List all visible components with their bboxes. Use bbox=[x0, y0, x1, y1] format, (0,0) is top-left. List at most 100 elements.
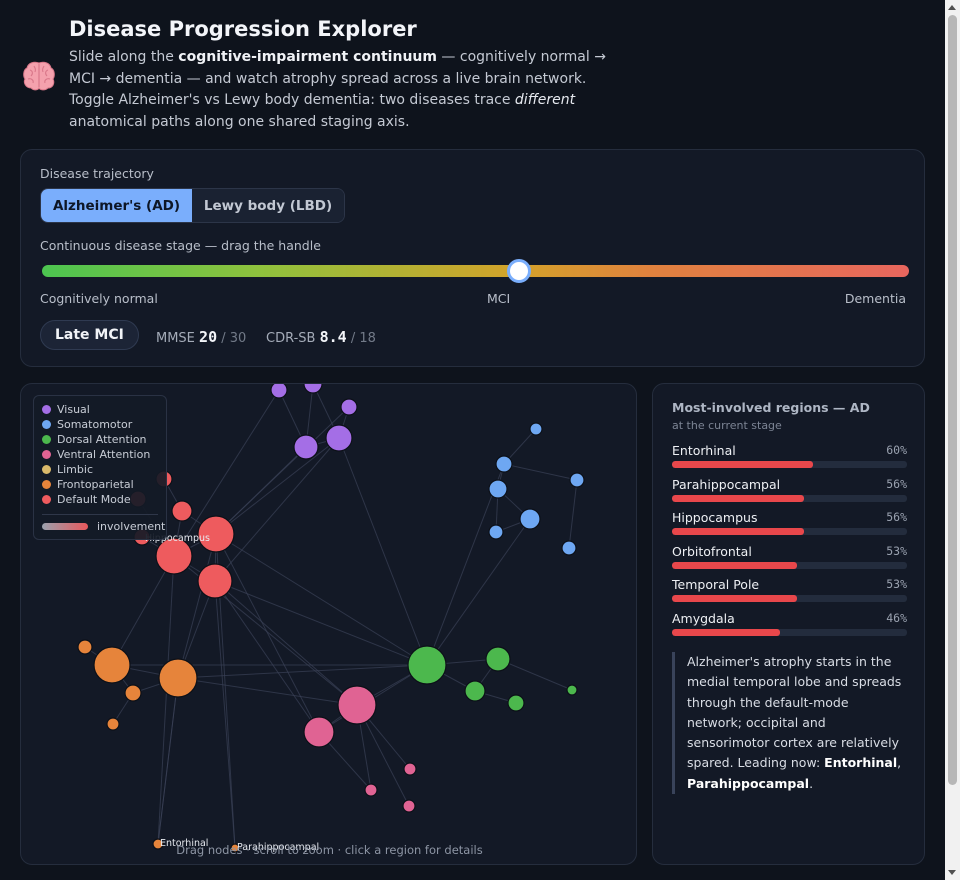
region-node[interactable] bbox=[407, 645, 447, 685]
region-node[interactable] bbox=[270, 384, 288, 399]
region-node[interactable] bbox=[171, 500, 193, 522]
region-node[interactable] bbox=[158, 658, 198, 698]
network-edge bbox=[338, 437, 428, 666]
region-node[interactable] bbox=[495, 455, 513, 473]
region-node[interactable] bbox=[340, 398, 358, 416]
regions-subtitle: at the current stage bbox=[672, 419, 782, 432]
region-name: Entorhinal bbox=[672, 443, 736, 458]
region-row[interactable]: Orbitofrontal 53% bbox=[672, 544, 907, 574]
region-node[interactable] bbox=[569, 472, 585, 488]
region-node[interactable] bbox=[155, 537, 193, 575]
cdr-max: / 18 bbox=[350, 331, 376, 346]
legend-item: Dorsal Attention bbox=[42, 432, 166, 447]
region-percent: 46% bbox=[886, 611, 907, 625]
note-separator: , bbox=[897, 755, 902, 771]
region-node[interactable] bbox=[303, 716, 335, 748]
network-edge bbox=[426, 518, 531, 666]
region-node[interactable] bbox=[485, 646, 511, 672]
region-node[interactable] bbox=[488, 524, 504, 540]
legend-item: Frontoparietal bbox=[42, 477, 166, 492]
region-node[interactable] bbox=[566, 684, 578, 696]
region-node[interactable] bbox=[337, 685, 377, 725]
region-row[interactable]: Hippocampus 56% bbox=[672, 510, 907, 540]
region-node[interactable] bbox=[303, 384, 323, 394]
region-percent: 56% bbox=[886, 476, 907, 491]
region-node[interactable] bbox=[561, 540, 577, 556]
legend-item: Somatomotor bbox=[42, 417, 166, 432]
intro-part: — cognitively normal → MCI → dementia — … bbox=[69, 49, 606, 108]
scrollbar-thumb[interactable] bbox=[948, 15, 957, 785]
network-edge bbox=[157, 677, 179, 845]
region-name: Temporal Pole bbox=[672, 577, 760, 593]
disease-note: Alzheimer's atrophy starts in the medial… bbox=[672, 652, 907, 795]
alzheimers-button[interactable]: Alzheimer's (AD) bbox=[41, 189, 192, 222]
region-row[interactable]: Amygdala 46% bbox=[672, 611, 907, 641]
region-bar-fill bbox=[672, 494, 804, 502]
legend-swatch bbox=[42, 450, 51, 459]
region-name: Parahippocampal bbox=[672, 476, 781, 492]
note-text: Alzheimer's atrophy starts in the medial… bbox=[687, 654, 902, 771]
region-node[interactable] bbox=[152, 838, 164, 850]
scroll-up-arrow-icon[interactable] bbox=[948, 5, 956, 10]
region-bar-fill bbox=[672, 461, 813, 468]
legend-swatch bbox=[42, 495, 51, 504]
region-row[interactable]: Temporal Pole 53% bbox=[672, 577, 907, 607]
region-name: Orbitofrontal bbox=[672, 543, 752, 559]
region-node[interactable] bbox=[325, 424, 353, 452]
legend-item: Ventral Attention bbox=[42, 447, 166, 462]
legend-involvement: involvement bbox=[42, 519, 166, 533]
region-bar-fill bbox=[672, 629, 781, 636]
stage-slider-track[interactable] bbox=[42, 265, 909, 277]
region-node[interactable] bbox=[197, 515, 235, 553]
legend-label: Default Mode bbox=[57, 493, 131, 506]
region-node[interactable] bbox=[124, 684, 142, 702]
page-scrollbar[interactable] bbox=[945, 0, 960, 880]
scroll-down-arrow-icon[interactable] bbox=[948, 870, 956, 875]
mmse-value: 20 bbox=[199, 328, 218, 346]
brain-icon bbox=[23, 61, 55, 91]
region-bar bbox=[672, 494, 907, 502]
region-row[interactable]: Parahippocampal 56% bbox=[672, 477, 907, 507]
region-node[interactable] bbox=[488, 479, 508, 499]
legend-swatch bbox=[42, 435, 51, 444]
network-edge bbox=[173, 389, 280, 557]
cdr-label: CDR-SB bbox=[266, 331, 316, 346]
region-row[interactable]: Entorhinal 60% bbox=[672, 443, 907, 473]
involvement-gradient bbox=[42, 522, 88, 530]
region-node[interactable] bbox=[93, 646, 131, 684]
network-edge bbox=[214, 580, 428, 666]
stage-badge: Late MCI bbox=[40, 320, 139, 350]
network-edge bbox=[214, 580, 358, 706]
legend-swatch bbox=[42, 480, 51, 489]
region-node[interactable] bbox=[364, 783, 378, 797]
cdr-readout: CDR-SB 8.4 / 18 bbox=[266, 328, 376, 346]
involvement-label: involvement bbox=[97, 519, 166, 533]
network-edge bbox=[214, 580, 236, 849]
stage-slider-handle[interactable] bbox=[506, 259, 531, 283]
region-node[interactable] bbox=[197, 563, 233, 599]
region-node[interactable] bbox=[464, 680, 486, 702]
region-node[interactable] bbox=[402, 799, 416, 813]
region-node[interactable] bbox=[77, 639, 93, 655]
region-bar bbox=[672, 461, 907, 468]
legend-label: Visual bbox=[57, 403, 90, 416]
legend-label: Limbic bbox=[57, 463, 93, 476]
region-percent: 56% bbox=[886, 510, 907, 525]
region-node[interactable] bbox=[293, 434, 319, 460]
region-node[interactable] bbox=[507, 694, 525, 712]
mmse-label: MMSE bbox=[156, 331, 195, 346]
network-edge bbox=[503, 463, 578, 481]
region-node[interactable] bbox=[519, 508, 541, 530]
network-edge bbox=[215, 406, 350, 535]
lewy-body-button[interactable]: Lewy body (LBD) bbox=[192, 189, 344, 222]
brain-network-graph[interactable]: Hippocampus Entorhinal Parahippocampal bbox=[21, 384, 637, 865]
region-node[interactable] bbox=[230, 843, 240, 853]
region-node[interactable] bbox=[106, 717, 120, 731]
region-node[interactable] bbox=[403, 762, 417, 776]
region-node[interactable] bbox=[529, 422, 543, 436]
note-lead-region: Parahippocampal bbox=[687, 775, 810, 791]
tick-mci: MCI bbox=[487, 291, 511, 306]
region-bar-fill bbox=[672, 561, 797, 569]
brain-network-panel[interactable]: Hippocampus Entorhinal Parahippocampal Vis… bbox=[20, 383, 637, 865]
region-bar-fill bbox=[672, 528, 804, 536]
